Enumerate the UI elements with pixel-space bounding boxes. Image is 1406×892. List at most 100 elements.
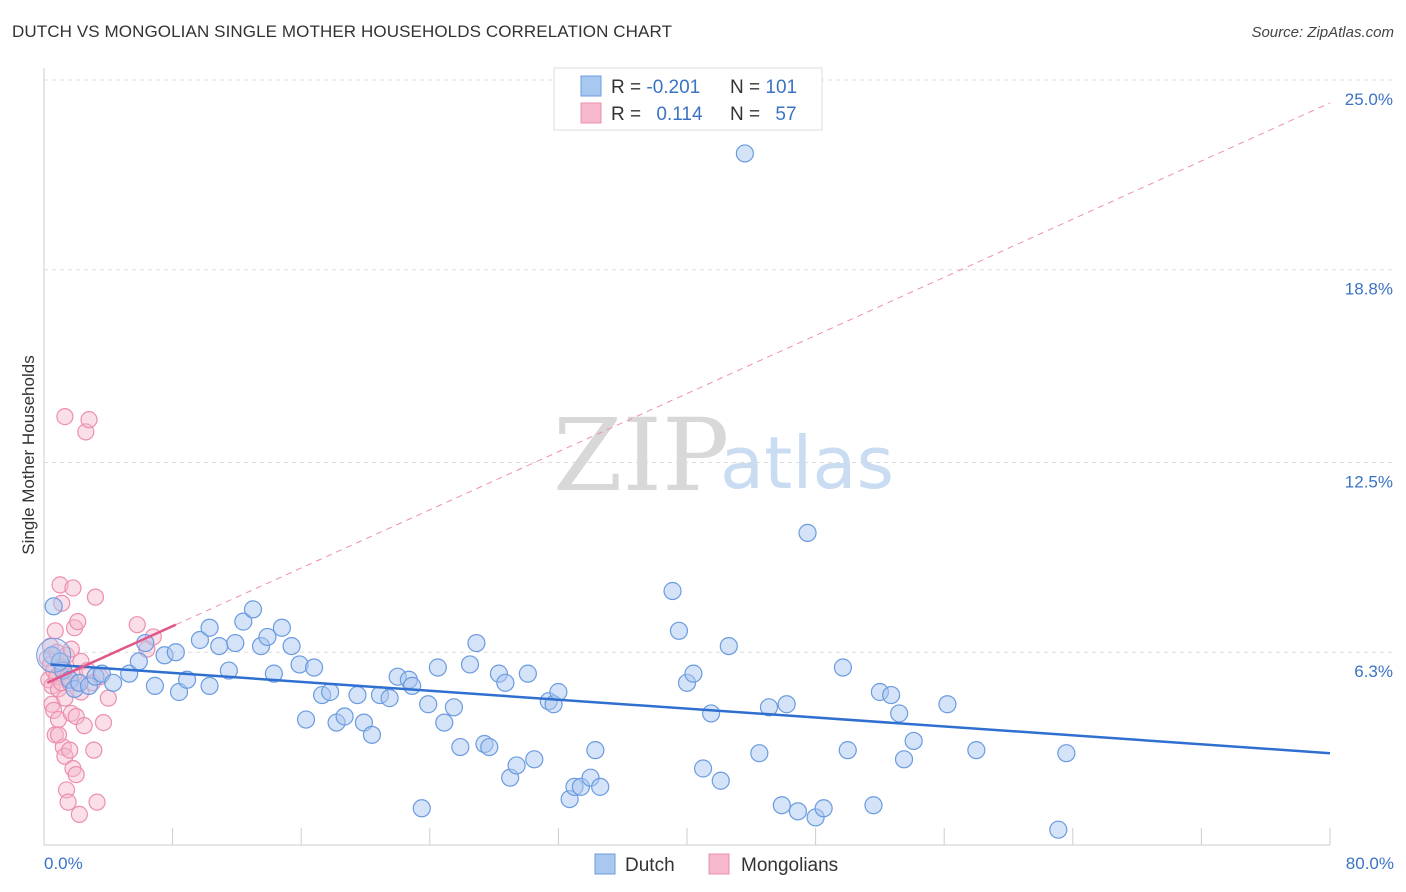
x-tick-label-0: 0.0% [44,854,83,873]
dutch-point-31 [282,636,301,656]
mongolians-point-28 [62,704,80,723]
mongolians-point-47 [86,588,105,606]
mongolians-point-36 [69,613,87,631]
dutch-point-33 [296,710,316,729]
dutch-point-89 [814,799,833,818]
x-tick-labels: 0.0% 80.0% [44,854,1394,873]
legend-swatch-mongolians [580,102,602,124]
dutch-point-cluster [36,637,72,673]
dutch-point-18 [177,670,197,689]
legend-bottom-mongolians: Mongolians [741,855,838,876]
mongolians-point-8 [46,622,64,640]
dutch-point-19 [190,630,210,650]
mongolians-point-27 [61,741,79,759]
legend-bottom-swatch-mongolians [708,853,730,875]
mongolians-point-41 [75,717,93,735]
legend-r-label-2: R = [611,104,646,125]
dutch-point-91 [838,741,857,760]
dutch-point-99 [967,741,986,760]
dutch-point-12 [129,652,148,671]
dutch-point-20 [200,676,219,695]
mongolians-point-46 [85,741,103,759]
dutch-point-90 [833,658,853,677]
source-label: Source: ZipAtlas.com [1251,24,1394,41]
mongolians-point-55 [56,408,74,426]
dutch-point-34 [304,658,324,677]
dutch-point-38 [335,707,354,726]
legend-r-value-2: 0.114 [656,104,703,125]
dutch-point-21 [200,618,219,637]
y-axis-label: Single Mother Households [19,355,38,554]
x-tick-label-1: 80.0% [1346,854,1394,873]
dutch-point-22 [210,636,229,656]
dutch-point-97 [904,731,923,751]
mongolians-point-38 [70,805,88,824]
y-tick-label-0: 6.3% [1354,662,1393,681]
axes [43,68,1331,846]
dutch-point-39 [348,685,367,705]
mongolians-point-51 [99,689,117,707]
dutch-point-41 [362,725,382,744]
mongolians-point-7 [45,701,63,719]
watermark-zip: ZIP [553,397,729,514]
y-tick-label-2: 18.8% [1345,280,1393,299]
dutch-point-54 [467,633,486,653]
watermark-atlas: atlas [720,421,894,505]
dutch-point-98 [938,695,957,714]
dutch-point-84 [772,796,791,815]
svg-text:R = 0.114: R = 0.114 [611,104,703,125]
dutch-point-10 [104,673,123,692]
y-tick-label-1: 12.5% [1345,473,1393,492]
mongolians-trend-line [46,623,177,684]
svg-text:R = -0.201: R = -0.201 [611,77,700,98]
mongolians-point-25 [59,793,77,811]
dutch-point-78 [702,704,721,723]
mongolians-point-31 [64,579,82,597]
dutch-point-77 [693,759,713,778]
mongolians-point-44 [80,411,98,429]
dutch-point-1 [44,597,63,616]
svg-text:N = 57: N = 57 [730,104,797,125]
mongolians-point-56 [49,726,68,744]
legend-bottom: Dutch Mongolians [594,853,838,876]
dutch-point-47 [412,799,431,818]
mongolians-point-50 [94,713,113,732]
dutch-point-86 [788,802,808,821]
dutch-point-56 [480,737,499,757]
dutch-point-48 [419,695,438,714]
dutch-point-60 [507,756,526,775]
legend-n-value-2: 57 [775,104,796,125]
mongolians-point-35 [67,766,85,784]
dutch-point-70 [586,741,605,760]
dutch-point-74 [669,621,689,640]
dutch-point-83 [759,698,779,717]
legend-bottom-dutch: Dutch [625,855,675,876]
dutch-point-52 [451,737,470,757]
chart-title: DUTCH VS MONGOLIAN SINGLE MOTHER HOUSEHO… [12,22,673,41]
legend-n-value-1: 101 [765,77,797,98]
legend-bottom-swatch-dutch [594,853,616,875]
dutch-point-100 [1049,820,1068,839]
y-tick-labels: 6.3% 12.5% 18.8% 25.0% [1345,90,1393,681]
dutch-point-73 [663,581,682,601]
dutch-point-58 [496,673,515,692]
dutch-point-81 [735,144,754,163]
dutch-point-43 [380,689,399,708]
dutch-point-96 [894,750,914,769]
dutch-point-71 [591,777,610,796]
mongolians-point-48 [88,793,106,811]
dutch-point-76 [684,664,703,683]
trend-lines [46,623,1331,755]
dutch-point-28 [258,627,277,647]
legend-r-value-1: -0.201 [646,77,700,98]
grid-lines [44,79,1392,653]
dutch-point-16 [166,643,185,662]
dutch-point-80 [719,636,738,656]
dutch-point-65 [549,682,568,702]
dutch-point-23 [219,661,238,680]
legend-n-label-2: N = [730,104,765,125]
dutch-point-50 [435,713,454,732]
dutch-point-92 [864,796,883,815]
mongolians-trend-extension [175,102,1331,626]
